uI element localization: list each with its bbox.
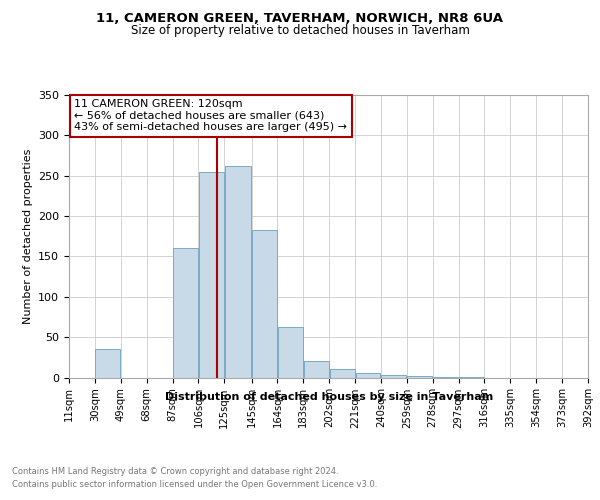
Text: 11 CAMERON GREEN: 120sqm
← 56% of detached houses are smaller (643)
43% of semi-: 11 CAMERON GREEN: 120sqm ← 56% of detach… xyxy=(74,99,347,132)
Bar xyxy=(382,375,406,378)
Text: Contains public sector information licensed under the Open Government Licence v3: Contains public sector information licen… xyxy=(12,480,377,489)
Bar xyxy=(356,374,380,378)
Bar xyxy=(433,376,458,378)
Text: Size of property relative to detached houses in Taverham: Size of property relative to detached ho… xyxy=(131,24,469,37)
Bar xyxy=(407,376,432,378)
Bar xyxy=(95,349,120,378)
Text: Contains HM Land Registry data © Crown copyright and database right 2024.: Contains HM Land Registry data © Crown c… xyxy=(12,468,338,476)
Bar xyxy=(173,248,198,378)
Text: 11, CAMERON GREEN, TAVERHAM, NORWICH, NR8 6UA: 11, CAMERON GREEN, TAVERHAM, NORWICH, NR… xyxy=(97,12,503,26)
Bar xyxy=(459,376,484,378)
Bar xyxy=(304,362,329,378)
Bar xyxy=(330,370,355,378)
Bar xyxy=(252,230,277,378)
Y-axis label: Number of detached properties: Number of detached properties xyxy=(23,148,32,324)
Text: Distribution of detached houses by size in Taverham: Distribution of detached houses by size … xyxy=(164,392,493,402)
Bar xyxy=(225,166,251,378)
Bar xyxy=(278,326,303,378)
Bar xyxy=(199,172,224,378)
